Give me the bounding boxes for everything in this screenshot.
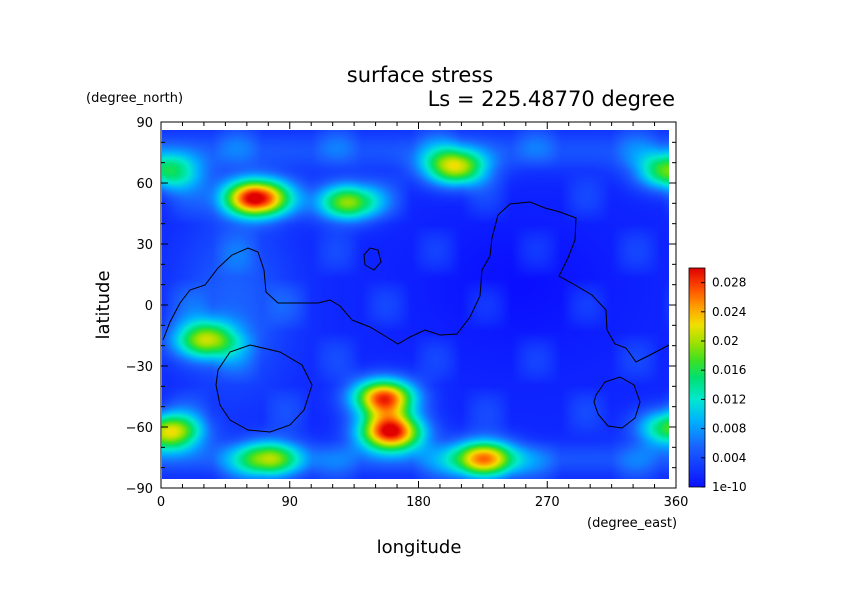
contour-small-island: [363, 247, 382, 271]
colorbar-label: 0.016: [712, 363, 746, 377]
colorbar-gradient: [688, 267, 706, 488]
chart-subtitle: Ls = 225.48770 degree: [428, 87, 675, 111]
x-units-label: (degree_east): [587, 516, 677, 531]
colorbar-label: 0.008: [712, 422, 746, 436]
heatmap: [162, 130, 669, 479]
x-tick-label: 90: [281, 495, 298, 510]
colorbar-label: 1e-10: [712, 480, 747, 494]
colorbar-label: 0.012: [712, 392, 746, 406]
y-tick-label: −60: [126, 421, 153, 436]
colorbar: 0.028 0.024 0.02 0.016 0.012 0.008 0.004 1e-10: [688, 267, 747, 494]
heatmap-field: [162, 130, 669, 479]
contour-southeast-basin: [593, 376, 641, 429]
y-tick-label: 30: [136, 238, 153, 253]
y-tick-label: 60: [136, 177, 153, 192]
colorbar-label: 0.02: [712, 334, 739, 348]
x-tick-label: 360: [664, 495, 689, 510]
contour-western-continent: [162, 201, 670, 363]
x-tick-label: 270: [535, 495, 560, 510]
y-axis-label: latitude: [93, 270, 114, 339]
y-tick-label: −90: [126, 482, 153, 497]
coastline-contours: [162, 201, 670, 433]
y-tick-label: −30: [126, 360, 153, 375]
x-tick-label: 180: [406, 495, 431, 510]
colorbar-label: 0.028: [712, 276, 746, 290]
y-tick-label: 0: [145, 299, 153, 314]
x-axis-label: longitude: [377, 537, 462, 558]
y-units-label: (degree_north): [86, 91, 183, 106]
y-tick-label: 90: [136, 116, 153, 131]
x-axis-ticks: 0 90 180 270 360: [157, 122, 689, 510]
contour-southwest-basin: [215, 344, 313, 433]
chart-title: surface stress: [347, 63, 493, 87]
y-axis-ticks: 90 60 30 0 −30 −60 −90: [126, 116, 676, 497]
colorbar-labels: 0.028 0.024 0.02 0.016 0.012 0.008 0.004 1e-10: [701, 276, 747, 494]
x-tick-label: 0: [157, 495, 165, 510]
colorbar-label: 0.024: [712, 305, 746, 319]
colorbar-label: 0.004: [712, 451, 746, 465]
